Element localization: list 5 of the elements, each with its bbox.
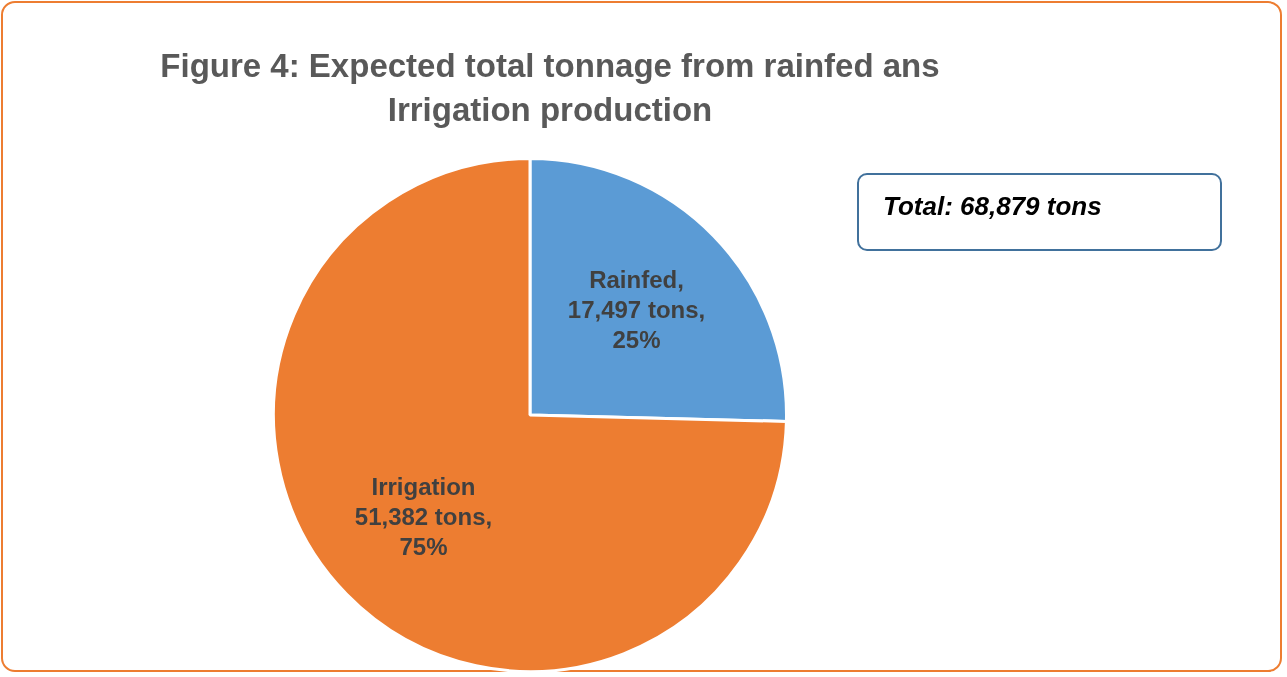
slice-label: Rainfed, 17,497 tons, 25% bbox=[567, 265, 706, 353]
data-label: 51,382 tons, 75% bbox=[354, 503, 493, 561]
slice-label: Irrigation bbox=[371, 473, 476, 501]
chart-title: Figure 4: Expected total tonnage from rainfed ans Irrigation production bbox=[159, 46, 941, 130]
text: Total: 68,879 tons bbox=[857, 173, 1222, 251]
